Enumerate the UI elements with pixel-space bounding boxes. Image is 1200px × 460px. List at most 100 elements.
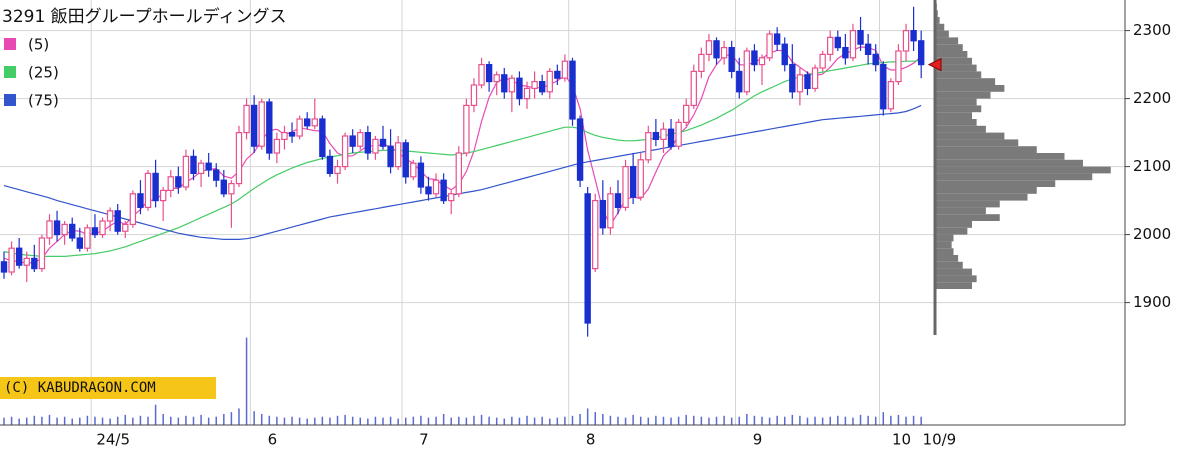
volume-bar [3,417,5,425]
candle-body [319,118,326,158]
candle-body [455,152,463,195]
candle-body [599,200,607,229]
profile-bar [935,248,954,255]
candle-body [485,63,493,83]
volume-bar [147,416,149,425]
volume-bar [761,416,763,425]
volume-bar [79,417,81,425]
candle-body [137,193,144,209]
volume-bar [708,417,710,425]
profile-bar [935,234,954,242]
candle-body [690,70,697,107]
x-tick-label: 10 [892,431,911,449]
candle-body [334,166,341,175]
candle-body [175,176,182,188]
profile-bar [935,268,972,276]
candle-body [538,80,546,93]
profile-bar [935,146,1037,153]
profile-bar [935,166,1111,174]
volume-bar [139,415,142,425]
candle-body [281,132,288,141]
y-tick-label: 2000 [1133,225,1171,243]
candle-body [758,57,766,66]
volume-bar [465,417,468,425]
volume-bar [776,415,778,425]
y-tick-label: 1900 [1133,293,1171,311]
candle-body [493,74,500,83]
profile-bar [935,85,1005,92]
candle-body [584,193,591,324]
volume-bar [639,416,642,425]
volume-bar [56,417,58,425]
volume-bar [647,417,650,425]
candle-body [440,179,447,202]
profile-bar [935,173,1093,181]
candle-body [114,210,121,232]
candle-body [546,70,553,93]
volume-bar [162,413,164,425]
legend-label: (25) [28,64,59,82]
candle-body [728,46,735,72]
candle-body [561,60,569,79]
volume-bar [427,417,430,425]
volume-bar [723,415,725,425]
profile-bar [935,105,982,113]
candle-body [645,132,652,161]
volume-bar [200,414,202,425]
legend-label: (75) [28,92,59,110]
candle-body [766,33,773,59]
profile-bar [935,23,945,31]
legend-swatch [4,38,16,50]
candle-body [508,77,516,93]
volume-bar [71,418,73,425]
profile-bar [935,159,1083,167]
volume-bar [746,413,748,425]
candle-body [220,179,228,195]
profile-bar [935,193,1028,201]
candle-body [827,36,834,56]
volume-bar [86,415,89,425]
volume-bar [655,415,657,425]
volume-bar [374,416,377,425]
profile-bar [935,125,986,133]
volume-bar [420,415,422,425]
candle-body [197,162,205,174]
volume-bar [753,415,756,425]
candle-body [478,63,485,86]
candle-body [622,166,629,209]
candle-body [516,77,523,100]
candle-body [432,179,440,195]
volume-bar [389,416,392,425]
volume-bar [685,414,687,425]
volume-bar [223,413,225,425]
volume-bar [738,416,741,425]
candle-body [675,121,682,147]
volume-bar [715,416,718,425]
profile-bar [935,180,1056,187]
candle-body [364,132,372,154]
profile-bar [935,200,1000,208]
volume-bar [192,416,195,425]
chart-title: 3291 飯田グループホールディングス [2,6,286,27]
candle-body [243,104,250,134]
candle-body [842,46,849,59]
candle-body [910,30,917,42]
candle-body [720,46,728,59]
volume-bar [609,415,612,425]
candle-body [569,60,576,120]
profile-bar [935,71,982,79]
volume-bar [207,417,210,425]
volume-bar [291,416,293,425]
copyright: (C) KABUDRAGON.COM [4,380,156,396]
volume-bar [874,416,877,425]
copyright-box [0,377,216,399]
volume-bar [435,416,437,425]
candle-body [857,30,864,45]
profile-bar [935,57,972,65]
legend-swatch [4,94,16,106]
candle-body [614,193,622,209]
candle-body [607,193,614,229]
volume-bar [602,413,604,425]
volume-bar [844,416,847,425]
